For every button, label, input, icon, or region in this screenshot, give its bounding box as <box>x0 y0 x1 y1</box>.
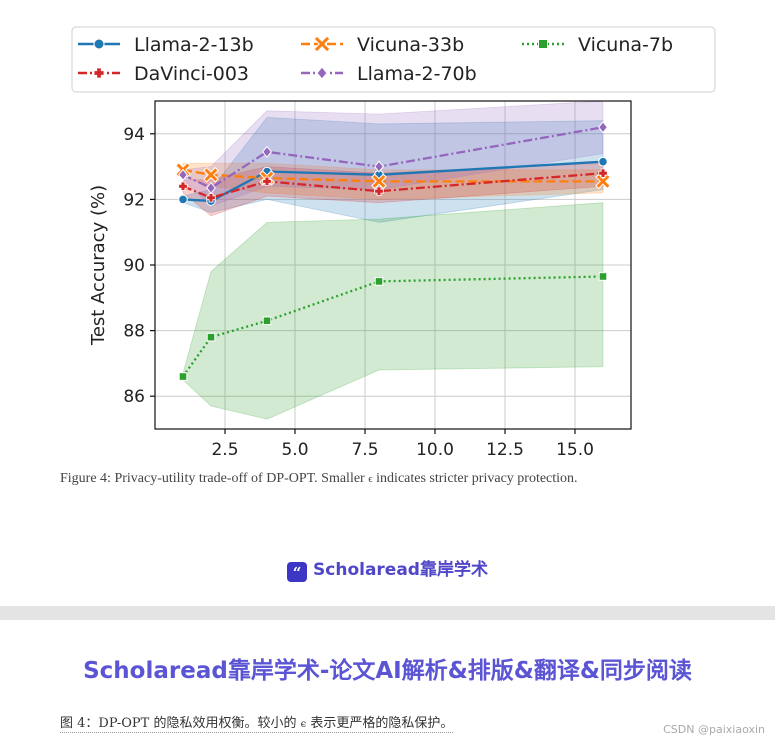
x-tick-label: 10.0 <box>416 440 454 460</box>
legend-label-vicuna-7b: Vicuna-7b <box>578 34 673 56</box>
y-axis-label: Test Accuracy (%) <box>88 185 109 346</box>
quote-icon: “ <box>287 562 308 582</box>
translation-after: 表示更严格的隐私保护。 <box>306 716 454 731</box>
x-tick-label: 12.5 <box>486 440 524 460</box>
x-tick-label: 7.5 <box>351 440 378 460</box>
band-vicuna-7b <box>182 202 604 420</box>
axes: 2.5 5.0 7.5 10.0 12.5 15.0 86 88 90 92 94 Test Accu… <box>88 100 632 460</box>
x-tick-label: 2.5 <box>211 440 238 460</box>
point-davinci-003 <box>206 193 216 203</box>
x-tick-label: 15.0 <box>556 440 594 460</box>
point-llama-2-70b <box>178 168 188 181</box>
point-llama-2-70b <box>598 121 608 134</box>
point-llama-2-70b <box>262 145 272 158</box>
legend-label-vicuna-33b: Vicuna-33b <box>357 34 464 56</box>
point-davinci-003 <box>262 176 272 187</box>
legend-marker-vicuna-7b <box>538 39 548 49</box>
translated-caption: 图 4：DP-OPT 的隐私效用权衡。较小的 ϵ 表示更严格的隐私保护。 <box>60 712 454 733</box>
point-llama-2-70b <box>374 160 384 173</box>
point-davinci-003 <box>598 168 608 178</box>
legend-label-davinci-003: DaVinci-003 <box>134 63 249 85</box>
y-tick-label: 88 <box>123 322 145 342</box>
translation-symbol: ϵ <box>300 719 307 730</box>
point-llama-2-70b <box>206 181 216 195</box>
legend-marker-llama-2-13b <box>93 38 105 50</box>
point-davinci-003 <box>178 181 188 191</box>
caption-text-before: Privacy-utility trade-off of DP-OPT. Sma… <box>110 471 369 486</box>
point-llama-2-13b <box>178 194 188 205</box>
legend: Llama-2-13b Vicuna-33b Vicuna-7b DaVinci-00… <box>71 26 716 93</box>
point-vicuna-33b <box>371 173 387 190</box>
x-tick-label: 5.0 <box>281 440 308 460</box>
caption-symbol: ϵ <box>368 473 373 485</box>
legend-marker-vicuna-33b <box>313 35 331 53</box>
point-davinci-003 <box>374 186 384 196</box>
legend-label-llama-2-70b: Llama-2-70b <box>357 63 477 85</box>
plot-grid <box>155 101 631 429</box>
point-llama-2-13b <box>598 156 608 167</box>
point-vicuna-7b <box>374 277 384 286</box>
legend-marker-llama-2-70b <box>316 66 328 80</box>
point-vicuna-7b <box>178 372 188 381</box>
chart: Llama-2-13b Vicuna-33b Vicuna-7b DaVinci-00… <box>71 26 716 460</box>
y-tick-label: 86 <box>123 387 145 407</box>
translation-before: 图 4：DP-OPT 的隐私效用权衡。较小的 <box>60 716 301 731</box>
legend-label-llama-2-13b: Llama-2-13b <box>134 34 254 56</box>
brand-link[interactable]: “Scholaread靠岸学术 <box>0 555 775 582</box>
figure-caption: Figure 4: Privacy-utility trade-off of D… <box>60 471 578 487</box>
series-markers <box>175 121 611 381</box>
page-heading: Scholaread靠岸学术-论文AI解析&排版&翻译&同步阅读 <box>83 658 692 684</box>
y-tick-label: 94 <box>123 125 145 145</box>
band-llama-2-13b <box>182 116 604 223</box>
section-divider <box>0 606 775 620</box>
point-vicuna-7b <box>262 316 272 326</box>
caption-text-after: indicates stricter privacy protection. <box>372 471 578 486</box>
point-vicuna-7b <box>598 272 608 281</box>
caption-label: Figure 4: <box>60 471 111 486</box>
watermark: CSDN @paixiaoxin <box>663 723 765 736</box>
y-tick-label: 90 <box>123 256 145 276</box>
legend-marker-davinci-003 <box>93 67 105 79</box>
brand-text: Scholaread靠岸学术 <box>313 560 488 580</box>
point-vicuna-7b <box>206 332 216 342</box>
point-vicuna-33b <box>203 166 219 183</box>
y-tick-label: 92 <box>123 190 145 210</box>
legend-box <box>71 26 716 93</box>
band-davinci-003 <box>182 162 604 217</box>
point-vicuna-33b <box>595 173 611 190</box>
